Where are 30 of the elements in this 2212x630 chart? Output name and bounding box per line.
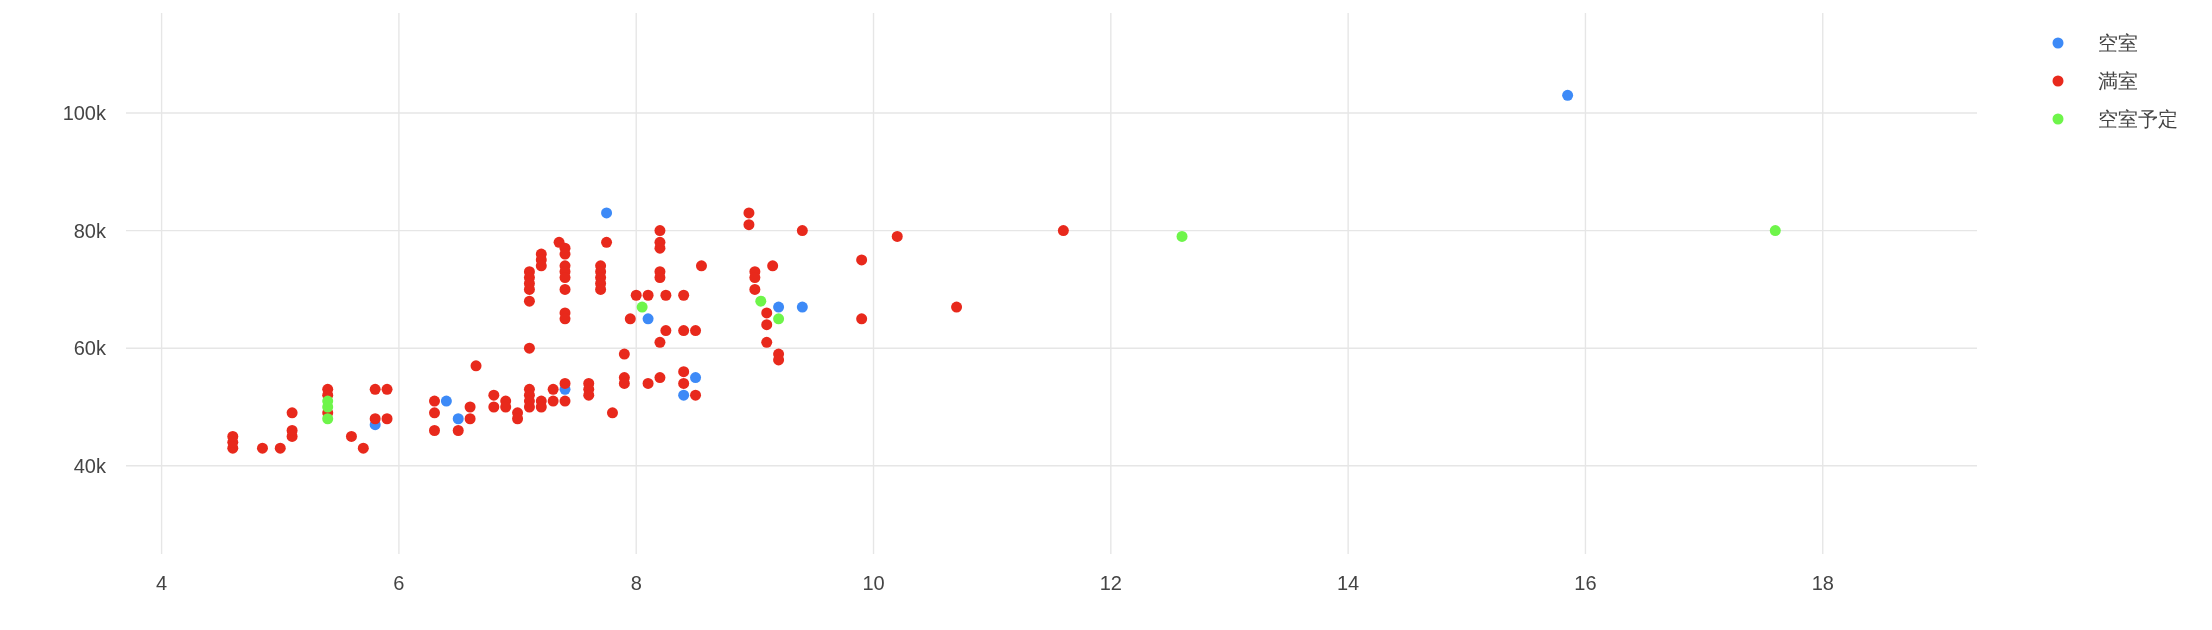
point — [755, 295, 767, 307]
legend-label: 空室予定 — [2098, 108, 2178, 130]
x-tick-label: 8 — [630, 572, 642, 594]
point — [440, 395, 452, 407]
x-tick-label: 6 — [393, 572, 405, 594]
y-tick-label: 60k — [73, 337, 107, 360]
point — [1176, 230, 1188, 242]
point — [1769, 225, 1781, 237]
point — [322, 413, 334, 425]
point — [642, 313, 654, 325]
y-tick-label: 40k — [73, 454, 107, 477]
point — [1562, 89, 1574, 101]
y-tick-label: 100k — [62, 101, 107, 124]
y-tick-label: 80k — [73, 219, 107, 242]
point — [773, 313, 785, 325]
x-tick-label: 18 — [1811, 572, 1834, 594]
legend-label: 満室 — [2098, 70, 2138, 92]
point — [636, 301, 648, 313]
point — [678, 389, 690, 401]
x-tick-label: 16 — [1574, 572, 1597, 594]
x-tick-label: 10 — [862, 572, 885, 594]
x-tick-label: 14 — [1337, 572, 1360, 594]
x-tick-label: 12 — [1099, 572, 1122, 594]
point — [452, 413, 464, 425]
legend-label: 空室 — [2098, 32, 2138, 54]
point — [690, 372, 702, 384]
point — [796, 301, 808, 313]
point — [773, 301, 785, 313]
x-tick-label: 4 — [156, 572, 168, 594]
point — [601, 207, 613, 219]
